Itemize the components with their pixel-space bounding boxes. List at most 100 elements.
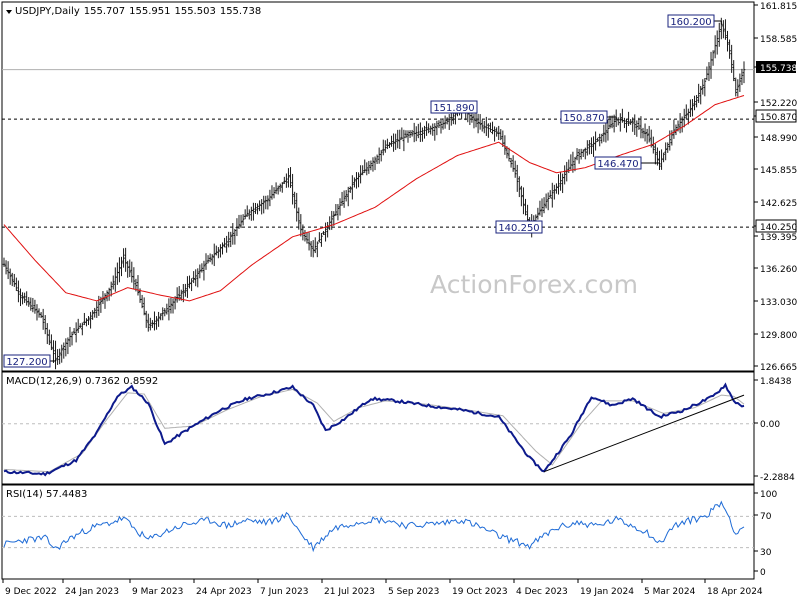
annotation-box <box>495 220 543 234</box>
price-tick-label: 148.990 <box>760 134 797 144</box>
price-tick: 158.585 <box>754 35 797 45</box>
macd-tick: 1.8438 <box>754 377 792 387</box>
date-tick-label: 19 Jan 2024 <box>580 587 634 597</box>
ohlc-high: 155.951 <box>129 6 170 17</box>
price-tick-label: 140.250 <box>760 223 797 233</box>
rsi-tick-label: 30 <box>760 548 772 558</box>
annotation-box <box>430 100 478 114</box>
macd-label: MACD(12,26,9) 0.7362 0.8592 <box>6 376 158 387</box>
price-annotation: 140.250 <box>495 220 543 234</box>
macd-tick: 0.00 <box>754 420 780 430</box>
price-tick: 126.665 <box>754 363 797 373</box>
symbol-label: USDJPY <box>15 6 52 17</box>
date-tick: 24 Apr 2023 <box>193 579 252 597</box>
chart-title: USDJPY,Daily 155.707 155.951 155.503 155.738 <box>15 6 261 17</box>
price-tick: 148.990 <box>754 134 797 144</box>
date-tick-label: 9 Mar 2023 <box>132 587 183 597</box>
date-tick: 5 Mar 2024 <box>641 579 696 597</box>
date-tick: 9 Dec 2022 <box>2 579 57 597</box>
rsi-tick: 0 <box>754 568 766 578</box>
price-tick: 139.395 <box>754 233 797 243</box>
annotation-box <box>560 110 608 124</box>
price-tick: 129.800 <box>754 331 797 341</box>
annotation-label: 151.890 <box>433 103 474 114</box>
annotation-label: 127.200 <box>6 357 47 368</box>
rsi-layer <box>2 500 754 553</box>
date-tick: 19 Jan 2024 <box>577 579 634 597</box>
macd-tick-label: 1.8438 <box>760 377 792 387</box>
date-tick-label: 5 Sep 2023 <box>388 587 439 597</box>
price-tick-label: 155.738 <box>760 64 797 74</box>
price-tick-label: 161.815 <box>760 2 797 12</box>
ohlc-close: 155.738 <box>220 6 261 17</box>
date-tick: 21 Jul 2023 <box>321 579 375 597</box>
date-tick-label: 5 Mar 2024 <box>644 587 696 597</box>
macd-trendline <box>543 394 745 473</box>
price-tick-label: 139.395 <box>760 233 797 243</box>
annotation-box <box>594 156 642 170</box>
rsi-tick: 30 <box>754 548 772 558</box>
rsi-tick-label: 100 <box>760 490 777 500</box>
macd-tick-label: 0.00 <box>760 420 780 430</box>
rsi-line <box>3 500 745 553</box>
rsi-panel-frame <box>1 484 755 580</box>
annotation-label: 140.250 <box>498 223 539 234</box>
ohlc-low: 155.503 <box>174 6 215 17</box>
rsi-tick: 100 <box>754 490 777 500</box>
watermark: ActionForex.com <box>430 270 638 299</box>
price-annotation: 151.890 <box>430 100 478 114</box>
price-tick: 161.815 <box>754 2 797 12</box>
current-price-marker <box>756 61 796 73</box>
date-tick-label: 9 Dec 2022 <box>5 587 57 597</box>
rsi-tick: 70 <box>754 512 772 522</box>
ohlc-open: 155.707 <box>84 6 125 17</box>
annotation-box <box>3 354 51 368</box>
macd-tick: -2.2884 <box>754 473 795 483</box>
rsi-tick-label: 70 <box>760 512 772 522</box>
date-tick-label: 18 Apr 2024 <box>707 587 763 597</box>
rsi-tick-label: 0 <box>760 568 766 578</box>
macd-line <box>3 382 745 477</box>
date-tick: 9 Mar 2023 <box>129 579 183 597</box>
price-annotation: 160.200 <box>667 14 722 28</box>
date-tick: 5 Sep 2023 <box>385 579 439 597</box>
price-annotation: 146.470 <box>594 156 660 170</box>
date-tick: 7 Jun 2023 <box>257 579 308 597</box>
price-tick: 150.870 <box>754 109 797 123</box>
macd-layer <box>2 382 754 477</box>
date-tick: 24 Jan 2023 <box>62 579 119 597</box>
rsi-label: RSI(14) 57.4483 <box>6 489 87 500</box>
price-tick: 133.030 <box>754 298 797 308</box>
price-panel-frame <box>1 1 755 372</box>
annotation-label: 150.870 <box>563 113 604 124</box>
macd-tick-label: -2.2884 <box>760 473 795 483</box>
timeframe-label: Daily <box>54 6 79 17</box>
date-tick-label: 21 Jul 2023 <box>324 587 375 597</box>
annotation-label: 160.200 <box>670 17 711 28</box>
price-tick-label: 150.870 <box>760 113 797 123</box>
price-tick-label: 133.030 <box>760 298 797 308</box>
date-tick-label: 19 Oct 2023 <box>452 587 508 597</box>
price-annotation: 150.870 <box>560 110 617 124</box>
level-price-marker <box>755 109 797 123</box>
level-price-marker <box>755 219 797 233</box>
date-tick: 18 Apr 2024 <box>704 579 763 597</box>
price-tick-label: 136.260 <box>760 265 797 275</box>
price-tick: 142.625 <box>754 199 797 209</box>
macd-panel-frame <box>1 371 755 485</box>
price-tick-label: 142.625 <box>760 199 797 209</box>
dropdown-triangle-icon[interactable] <box>6 10 12 14</box>
date-tick-label: 4 Dec 2023 <box>516 587 568 597</box>
date-tick: 4 Dec 2023 <box>513 579 568 597</box>
date-tick-label: 24 Jan 2023 <box>65 587 119 597</box>
price-tick: 145.855 <box>754 166 797 176</box>
price-layer: 160.200 151.890 150.870 146.470 140.250 127.2… <box>2 14 754 370</box>
price-tick: 140.250 <box>754 219 797 233</box>
moving-average-line <box>3 95 745 302</box>
price-tick: 155.738 <box>754 61 797 74</box>
price-tick: 136.260 <box>754 265 797 275</box>
price-tick-label: 158.585 <box>760 35 797 45</box>
